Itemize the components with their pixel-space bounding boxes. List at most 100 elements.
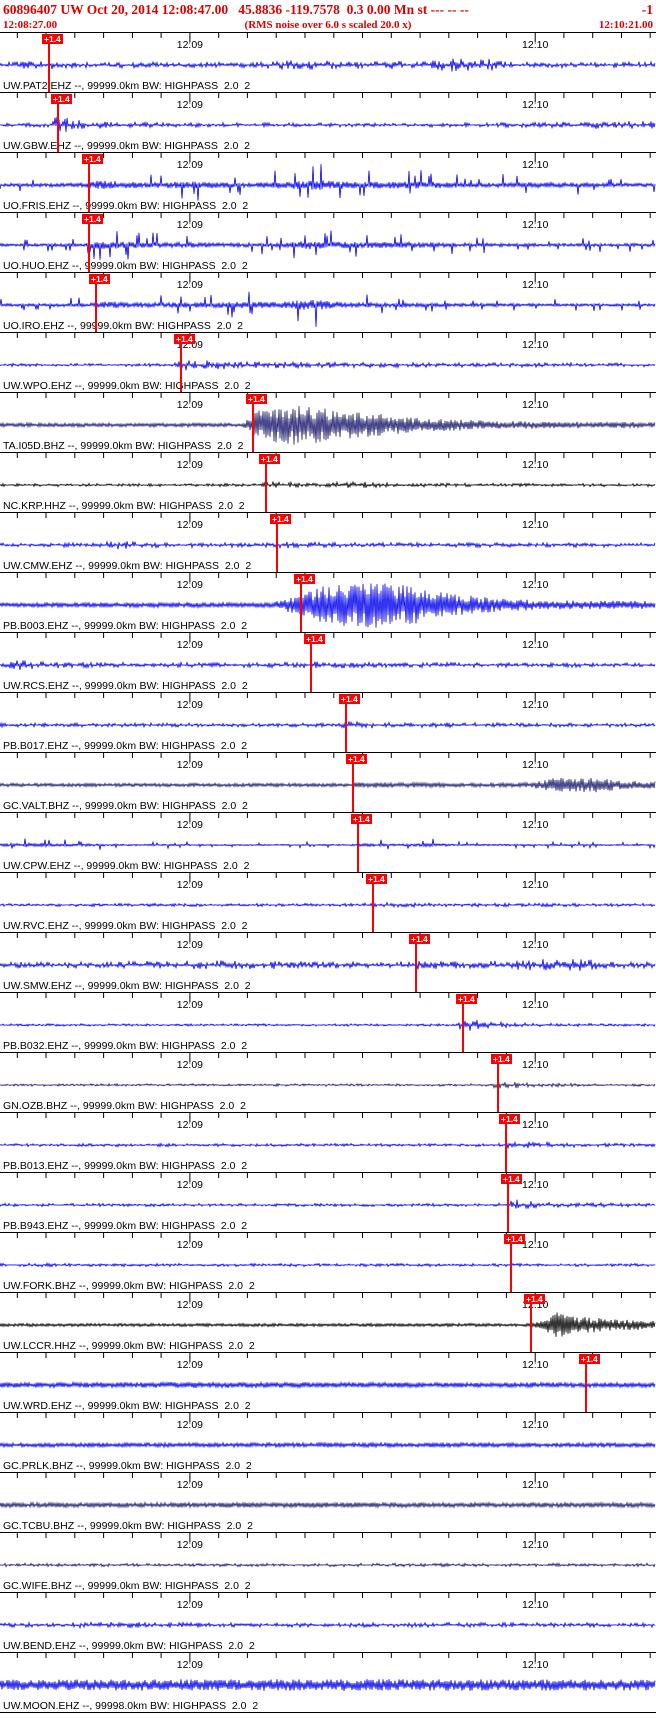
pick-residual-label[interactable]: +1.4 xyxy=(270,514,291,524)
pick-marker[interactable]: +1.4 xyxy=(82,214,103,272)
trace-row[interactable]: 12:09 12:10 +1.4 UW.PAT2.EHZ --, 99999.0… xyxy=(0,33,656,93)
pick-marker[interactable]: +1.4 xyxy=(579,1354,600,1412)
pick-marker[interactable]: +1.4 xyxy=(174,334,195,392)
pick-marker[interactable]: +1.4 xyxy=(366,874,387,932)
waveform-trace[interactable] xyxy=(0,933,656,993)
waveform-trace[interactable] xyxy=(0,693,656,753)
waveform-trace[interactable] xyxy=(0,33,656,93)
pick-residual-label[interactable]: +1.4 xyxy=(174,334,195,344)
trace-row[interactable]: 12:09 12:10 +1.4 NC.KRP.HHZ --, 99999.0k… xyxy=(0,453,656,513)
trace-row[interactable]: 12:09 12:10 +1.4 PB.B013.EHZ --, 99999.0… xyxy=(0,1113,656,1173)
pick-marker[interactable]: +1.4 xyxy=(491,1054,512,1112)
waveform-trace[interactable] xyxy=(0,813,656,873)
pick-marker[interactable]: +1.4 xyxy=(89,274,110,332)
pick-marker[interactable]: +1.4 xyxy=(294,574,315,632)
pick-residual-label[interactable]: +1.4 xyxy=(82,214,103,224)
trace-row[interactable]: 12:09 12:10 GC.PRLK.BHZ --, 99999.0km BW… xyxy=(0,1413,656,1473)
waveform-trace[interactable] xyxy=(0,1593,656,1653)
trace-row[interactable]: 12:09 12:10 +1.4 PB.B943.EHZ --, 99999.0… xyxy=(0,1173,656,1233)
waveform-trace[interactable] xyxy=(0,273,656,333)
trace-row[interactable]: 12:09 12:10 +1.4 UW.FORK.BHZ --, 99999.0… xyxy=(0,1233,656,1293)
waveform-trace[interactable] xyxy=(0,753,656,813)
pick-residual-label[interactable]: +1.4 xyxy=(259,454,280,464)
pick-marker[interactable]: +1.4 xyxy=(504,1234,525,1292)
pick-residual-label[interactable]: +1.4 xyxy=(351,814,372,824)
waveform-trace[interactable] xyxy=(0,513,656,573)
pick-marker[interactable]: +1.4 xyxy=(42,34,63,92)
pick-residual-label[interactable]: +1.4 xyxy=(501,1174,522,1184)
trace-row[interactable]: 12:09 12:10 +1.4 UW.SMW.EHZ --, 99999.0k… xyxy=(0,933,656,993)
pick-marker[interactable]: +1.4 xyxy=(259,454,280,512)
waveform-trace[interactable] xyxy=(0,873,656,933)
pick-residual-label[interactable]: +1.4 xyxy=(51,94,72,104)
trace-row[interactable]: 12:09 12:10 UW.BEND.EHZ --, 99999.0km BW… xyxy=(0,1593,656,1653)
trace-row[interactable]: 12:09 12:10 +1.4 UW.RCS.EHZ --, 99999.0k… xyxy=(0,633,656,693)
pick-residual-label[interactable]: +1.4 xyxy=(346,754,367,764)
trace-row[interactable]: 12:09 12:10 +1.4 UO.FRIS.EHZ --, 99999.0… xyxy=(0,153,656,213)
trace-row[interactable]: 12:09 12:10 +1.4 UW.WRD.EHZ --, 99999.0k… xyxy=(0,1353,656,1413)
waveform-trace[interactable] xyxy=(0,393,656,453)
trace-row[interactable]: 12:09 12:10 +1.4 GN.OZB.BHZ --, 99999.0k… xyxy=(0,1053,656,1113)
waveform-trace[interactable] xyxy=(0,1293,656,1353)
pick-marker[interactable]: +1.4 xyxy=(82,154,103,212)
trace-row[interactable]: 12:09 12:10 UW.MOON.EHZ --, 99998.0km BW… xyxy=(0,1653,656,1713)
trace-row[interactable]: 12:09 12:10 +1.4 UW.WPO.EHZ --, 99999.0k… xyxy=(0,333,656,393)
trace-row[interactable]: 12:09 12:10 +1.4 UO.HUO.EHZ --, 99999.0k… xyxy=(0,213,656,273)
trace-row[interactable]: 12:09 12:10 +1.4 UW.RVC.EHZ --, 99999.0k… xyxy=(0,873,656,933)
pick-residual-label[interactable]: +1.4 xyxy=(82,154,103,164)
pick-residual-label[interactable]: +1.4 xyxy=(579,1354,600,1364)
waveform-trace[interactable] xyxy=(0,993,656,1053)
trace-row[interactable]: 12:09 12:10 +1.4 UW.LCCR.HHZ --, 99999.0… xyxy=(0,1293,656,1353)
pick-residual-label[interactable]: +1.4 xyxy=(339,694,360,704)
waveform-trace[interactable] xyxy=(0,453,656,513)
pick-residual-label[interactable]: +1.4 xyxy=(294,574,315,584)
trace-row[interactable]: 12:09 12:10 +1.4 TA.I05D.BHZ --, 99999.0… xyxy=(0,393,656,453)
pick-marker[interactable]: +1.4 xyxy=(339,694,360,752)
pick-marker[interactable]: +1.4 xyxy=(499,1114,520,1172)
waveform-trace[interactable] xyxy=(0,333,656,393)
waveform-trace[interactable] xyxy=(0,1173,656,1233)
waveform-trace[interactable] xyxy=(0,1413,656,1473)
trace-row[interactable]: 12:09 12:10 GC.TCBU.BHZ --, 99999.0km BW… xyxy=(0,1473,656,1533)
pick-residual-label[interactable]: +1.4 xyxy=(456,994,477,1004)
pick-residual-label[interactable]: +1.4 xyxy=(499,1114,520,1124)
pick-marker[interactable]: +1.4 xyxy=(51,94,72,152)
pick-residual-label[interactable]: +1.4 xyxy=(246,394,267,404)
pick-residual-label[interactable]: +1.4 xyxy=(504,1234,525,1244)
waveform-trace[interactable] xyxy=(0,213,656,273)
trace-row[interactable]: 12:09 12:10 +1.4 PB.B003.EHZ --, 99999.0… xyxy=(0,573,656,633)
pick-marker[interactable]: +1.4 xyxy=(304,634,325,692)
pick-marker[interactable]: +1.4 xyxy=(456,994,477,1052)
pick-marker[interactable]: +1.4 xyxy=(246,394,267,452)
waveform-trace[interactable] xyxy=(0,1533,656,1593)
pick-marker[interactable]: +1.4 xyxy=(351,814,372,872)
trace-row[interactable]: 12:09 12:10 +1.4 GC.VALT.BHZ --, 99999.0… xyxy=(0,753,656,813)
pick-marker[interactable]: +1.4 xyxy=(409,934,430,992)
trace-row[interactable]: 12:09 12:10 GC.WIFE.BHZ --, 99999.0km BW… xyxy=(0,1533,656,1593)
pick-residual-label[interactable]: +1.4 xyxy=(524,1294,545,1304)
pick-residual-label[interactable]: +1.4 xyxy=(304,634,325,644)
pick-residual-label[interactable]: +1.4 xyxy=(42,34,63,44)
waveform-trace[interactable] xyxy=(0,1053,656,1113)
trace-row[interactable]: 12:09 12:10 +1.4 UW.CMW.EHZ --, 99999.0k… xyxy=(0,513,656,573)
trace-row[interactable]: 12:09 12:10 +1.4 UO.IRO.EHZ --, 99999.0k… xyxy=(0,273,656,333)
trace-row[interactable]: 12:09 12:10 +1.4 UW.GBW.EHZ --, 99999.0k… xyxy=(0,93,656,153)
waveform-trace[interactable] xyxy=(0,633,656,693)
pick-residual-label[interactable]: +1.4 xyxy=(409,934,430,944)
waveform-trace[interactable] xyxy=(0,93,656,153)
waveform-trace[interactable] xyxy=(0,1353,656,1413)
pick-marker[interactable]: +1.4 xyxy=(346,754,367,812)
pick-marker[interactable]: +1.4 xyxy=(270,514,291,572)
waveform-trace[interactable] xyxy=(0,1233,656,1293)
trace-row[interactable]: 12:09 12:10 +1.4 UW.CPW.EHZ --, 99999.0k… xyxy=(0,813,656,873)
waveform-trace[interactable] xyxy=(0,573,656,633)
trace-row[interactable]: 12:09 12:10 +1.4 PB.B017.EHZ --, 99999.0… xyxy=(0,693,656,753)
waveform-trace[interactable] xyxy=(0,1473,656,1533)
waveform-trace[interactable] xyxy=(0,153,656,213)
pick-residual-label[interactable]: +1.4 xyxy=(366,874,387,884)
pick-residual-label[interactable]: +1.4 xyxy=(491,1054,512,1064)
pick-marker[interactable]: +1.4 xyxy=(524,1294,545,1352)
waveform-trace[interactable] xyxy=(0,1653,656,1713)
trace-row[interactable]: 12:09 12:10 +1.4 PB.B032.EHZ --, 99999.0… xyxy=(0,993,656,1053)
pick-residual-label[interactable]: +1.4 xyxy=(89,274,110,284)
